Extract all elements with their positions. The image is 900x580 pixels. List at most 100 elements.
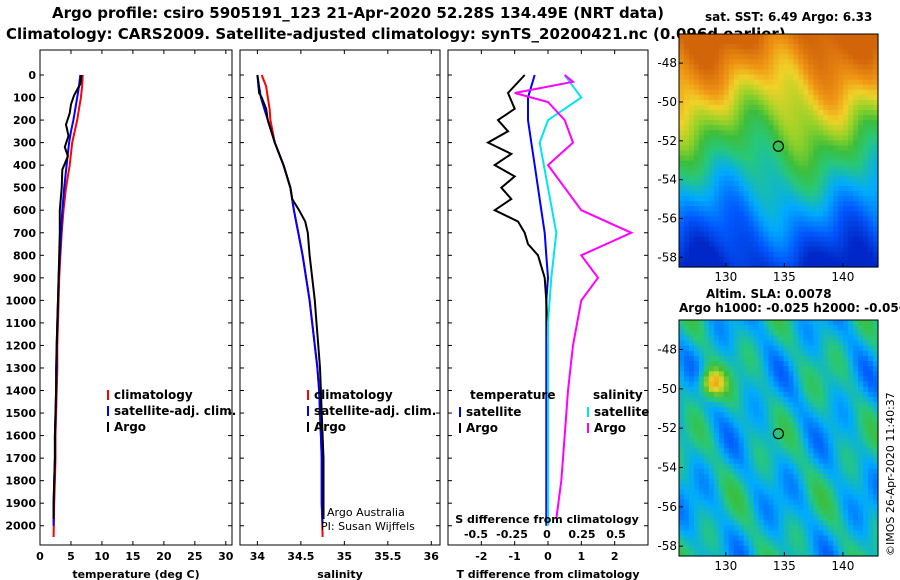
heatmap-cell bbox=[863, 165, 869, 172]
heatmap-cell bbox=[748, 170, 755, 177]
heatmap-cell bbox=[818, 361, 824, 367]
heatmap-cell bbox=[683, 422, 690, 429]
heatmap-cell bbox=[778, 458, 785, 465]
heatmap-cell bbox=[683, 256, 690, 263]
heatmap-cell bbox=[758, 402, 765, 408]
heatmap-cell bbox=[838, 246, 844, 253]
heatmap-cell bbox=[843, 463, 849, 470]
heatmap-cell bbox=[828, 350, 834, 357]
heatmap-cell bbox=[748, 407, 755, 413]
heatmap-cell bbox=[773, 453, 780, 460]
heatmap-cell bbox=[838, 89, 844, 96]
heatmap-cell bbox=[748, 145, 755, 152]
heatmap-cell bbox=[853, 175, 859, 182]
heatmap-cell bbox=[683, 540, 690, 547]
heatmap-cell bbox=[858, 514, 864, 521]
heatmap-cell bbox=[683, 335, 690, 342]
heatmap-cell bbox=[798, 391, 804, 398]
heatmap-cell bbox=[863, 427, 869, 434]
heatmap-cell bbox=[853, 489, 859, 496]
heatmap-cell bbox=[773, 196, 780, 202]
heatmap-cell bbox=[783, 325, 790, 331]
heatmap-cell bbox=[868, 104, 874, 111]
heatmap-cell bbox=[803, 79, 809, 86]
heatmap-cell bbox=[833, 140, 839, 147]
heatmap-cell bbox=[718, 345, 725, 352]
heatmap-cell bbox=[813, 417, 819, 424]
heatmap-cell bbox=[813, 330, 819, 336]
heatmap-cell bbox=[718, 34, 725, 40]
heatmap-cell bbox=[733, 140, 740, 147]
heatmap-cell bbox=[778, 170, 785, 177]
heatmap-cell bbox=[743, 473, 750, 480]
x-tick-label: 35 bbox=[337, 550, 352, 563]
heatmap-cell bbox=[743, 535, 750, 542]
heatmap-cell bbox=[833, 226, 839, 233]
heatmap-cell bbox=[679, 479, 685, 485]
heatmap-cell bbox=[848, 256, 854, 263]
heatmap-cell bbox=[808, 99, 814, 106]
heatmap-cell bbox=[753, 340, 760, 347]
heatmap-cell bbox=[768, 361, 775, 367]
heatmap-cell bbox=[748, 130, 755, 136]
heatmap-cell bbox=[763, 520, 770, 526]
heatmap-cell bbox=[723, 246, 730, 253]
heatmap-cell bbox=[753, 256, 760, 263]
heatmap-cell bbox=[853, 427, 859, 434]
heatmap-cell bbox=[848, 191, 854, 197]
heatmap-cell bbox=[793, 381, 799, 388]
heatmap-cell bbox=[763, 422, 770, 429]
heatmap-cell bbox=[828, 484, 834, 490]
heatmap-cell bbox=[803, 453, 809, 460]
heatmap-cell bbox=[808, 170, 814, 177]
heatmap-cell bbox=[743, 448, 750, 454]
heatmap-cell bbox=[679, 535, 685, 542]
heatmap-cell bbox=[778, 448, 785, 454]
heatmap-cell bbox=[828, 64, 834, 71]
heatmap-cell bbox=[753, 427, 760, 434]
heatmap-cell bbox=[833, 201, 839, 207]
heatmap-cell bbox=[783, 443, 790, 449]
heatmap-cell bbox=[733, 175, 740, 182]
heatmap-cell bbox=[698, 325, 705, 331]
heatmap-cell bbox=[803, 468, 809, 475]
heatmap-cell bbox=[863, 448, 869, 454]
heatmap-cell bbox=[763, 345, 770, 352]
heatmap-cell bbox=[713, 468, 720, 475]
heatmap-cell bbox=[698, 94, 705, 101]
heatmap-cell bbox=[733, 211, 740, 217]
heatmap-cell bbox=[833, 545, 839, 552]
heatmap-cell bbox=[688, 530, 695, 537]
heatmap-cell bbox=[783, 479, 790, 485]
heatmap-cell bbox=[838, 109, 844, 116]
heatmap-cell bbox=[698, 407, 705, 413]
heatmap-cell bbox=[768, 135, 775, 141]
heatmap-cell bbox=[773, 494, 780, 501]
heatmap-cell bbox=[778, 509, 785, 516]
heatmap-cell bbox=[753, 463, 760, 470]
heatmap-cell bbox=[713, 479, 720, 485]
heatmap-cell bbox=[703, 94, 710, 101]
heatmap-cell bbox=[733, 155, 740, 162]
heatmap-cell bbox=[863, 371, 869, 378]
heatmap-cell bbox=[843, 540, 849, 547]
heatmap-cell bbox=[748, 463, 755, 470]
heatmap-cell bbox=[863, 256, 869, 263]
heatmap-cell bbox=[803, 412, 809, 419]
heatmap-cell bbox=[783, 170, 790, 177]
heatmap-cell bbox=[723, 345, 730, 352]
heatmap-cell bbox=[778, 535, 785, 542]
heatmap-cell bbox=[798, 261, 804, 268]
heatmap-cell bbox=[793, 427, 799, 434]
heatmap-cell bbox=[818, 145, 824, 152]
heatmap-cell bbox=[693, 59, 700, 65]
heatmap-cell bbox=[833, 320, 839, 326]
heatmap-cell bbox=[803, 545, 809, 552]
heatmap-cell bbox=[868, 216, 874, 223]
heatmap-cell bbox=[688, 44, 695, 50]
heatmap-cell bbox=[863, 330, 869, 336]
heatmap-cell bbox=[843, 206, 849, 212]
heatmap-cell bbox=[698, 120, 705, 126]
heatmap-cell bbox=[793, 479, 799, 485]
heatmap-cell bbox=[698, 468, 705, 475]
